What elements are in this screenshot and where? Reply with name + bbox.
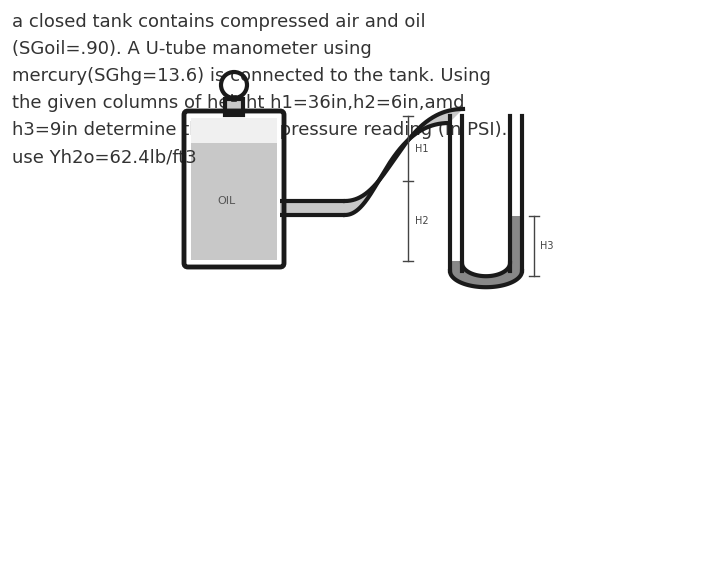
Bar [225, 99, 243, 115]
Bar [191, 118, 277, 143]
Polygon shape [450, 263, 522, 287]
Polygon shape [345, 109, 463, 215]
Bar [191, 118, 277, 260]
Text: H2: H2 [415, 216, 428, 226]
Text: H1: H1 [415, 143, 428, 154]
Text: a closed tank contains compressed air and oil
(SGoil=.90). A U-tube manometer us: a closed tank contains compressed air an… [12, 13, 508, 167]
Bar [225, 99, 243, 115]
Text: OIL: OIL [217, 196, 235, 206]
Bar [510, 216, 522, 271]
Bar [450, 261, 462, 271]
Bar [280, 201, 345, 215]
Text: H3: H3 [540, 241, 554, 251]
